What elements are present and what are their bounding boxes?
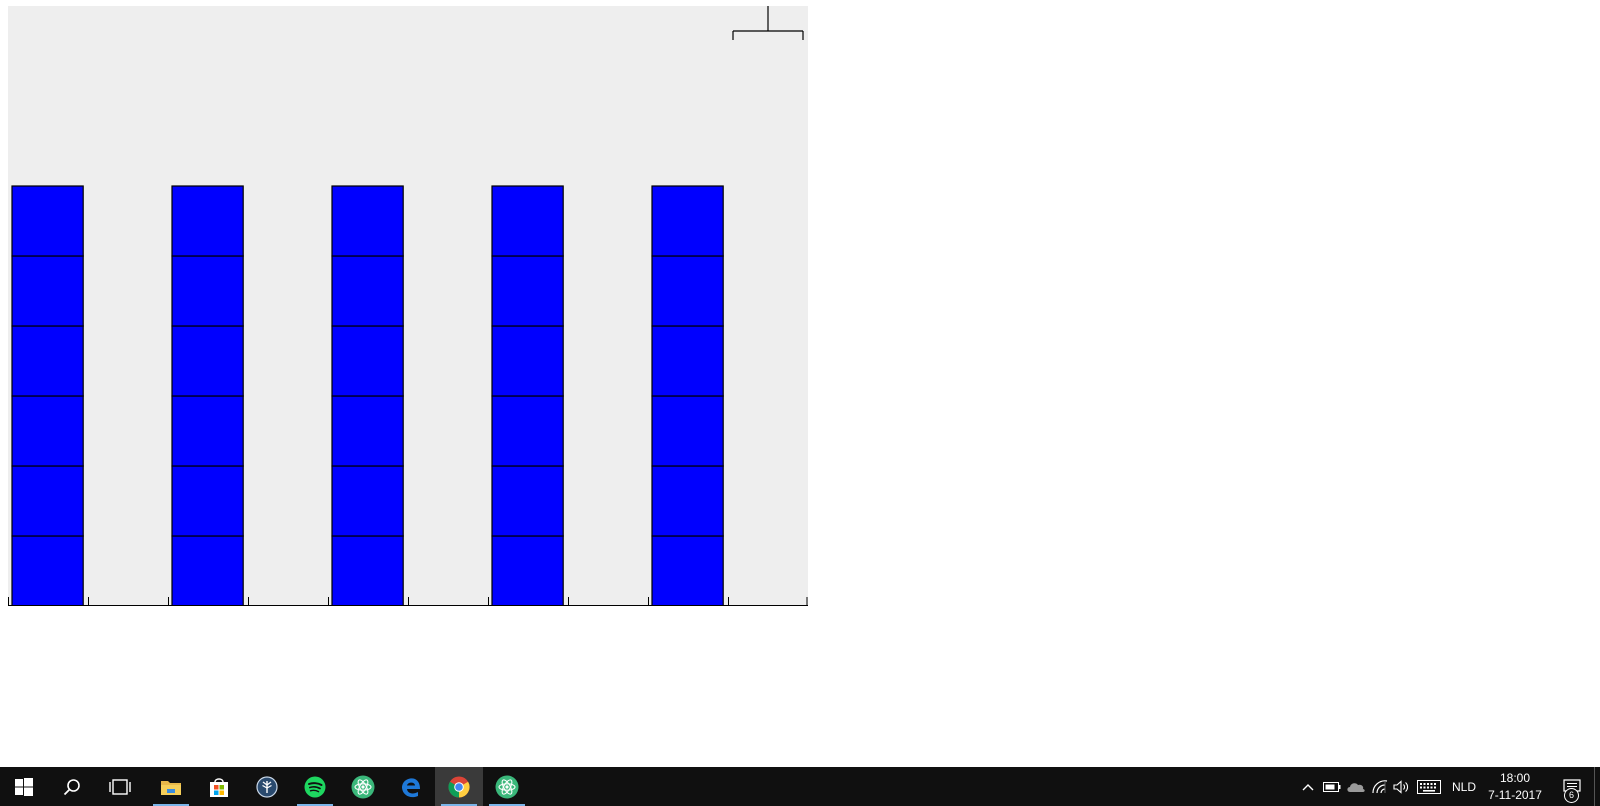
chevron-up-icon [1302, 783, 1314, 790]
block-col3-row4 [331, 325, 404, 397]
battery-icon [1323, 781, 1341, 792]
cloud-icon [1347, 782, 1365, 792]
battery-button[interactable] [1321, 767, 1343, 806]
block-col3-row5 [331, 255, 404, 327]
start-button[interactable] [0, 767, 48, 806]
store-bag-icon [210, 777, 228, 797]
block-col4-row5 [491, 255, 564, 327]
block-col2-row2 [171, 465, 244, 537]
running-indicator [297, 804, 333, 806]
block-col2-row4 [171, 325, 244, 397]
search-icon [63, 778, 80, 795]
atom-icon [351, 775, 375, 798]
windows-logo-icon [15, 777, 33, 796]
network-button[interactable] [1369, 767, 1391, 806]
chrome-button[interactable] [435, 767, 483, 806]
spotify-icon [304, 776, 326, 797]
file-explorer-button[interactable] [147, 767, 195, 806]
block-col4-row1 [491, 535, 564, 606]
block-col2-row1 [171, 535, 244, 606]
touch-keyboard-button[interactable] [1415, 767, 1443, 806]
block-col3-row6 [331, 185, 404, 257]
atom-icon [495, 775, 519, 798]
block-col5-row6 [651, 185, 724, 257]
block-col4-row6 [491, 185, 564, 257]
block-col2-row6 [171, 185, 244, 257]
input-language-button[interactable]: NLD [1447, 767, 1481, 806]
block-col3-row1 [331, 535, 404, 606]
block-col3-row2 [331, 465, 404, 537]
blocks-layer [11, 185, 724, 606]
edge-button[interactable] [387, 767, 435, 806]
show-hidden-icons-button[interactable] [1297, 767, 1319, 806]
running-indicator [489, 804, 525, 806]
spotify-button[interactable] [291, 767, 339, 806]
keyboard-icon [1417, 779, 1441, 794]
block-col1-row2 [11, 465, 84, 537]
tree-icon [256, 775, 278, 798]
atom-app-2-button[interactable] [483, 767, 531, 806]
block-col5-row4 [651, 325, 724, 397]
app-tree-button[interactable] [243, 767, 291, 806]
block-col5-row5 [651, 255, 724, 327]
block-col4-row4 [491, 325, 564, 397]
atom-app-button[interactable] [339, 767, 387, 806]
block-col1-row6 [11, 185, 84, 257]
clock-date: 7-11-2017 [1488, 788, 1542, 802]
block-stack-canvas [8, 6, 808, 606]
axis-layer [8, 597, 808, 606]
task-view-icon [109, 778, 131, 795]
block-col1-row5 [11, 255, 84, 327]
taskbar: NLD 18:00 7-11-2017 6 [0, 767, 1600, 806]
clock-time: 18:00 [1499, 771, 1531, 785]
onedrive-button[interactable] [1344, 767, 1368, 806]
folder-icon [161, 780, 181, 795]
chrome-icon [448, 776, 470, 797]
block-col2-row3 [171, 395, 244, 467]
notification-count-badge: 6 [1564, 788, 1579, 803]
task-view-button[interactable] [96, 767, 144, 806]
clock-button[interactable]: 18:00 7-11-2017 [1478, 770, 1552, 804]
show-desktop-button[interactable] [1594, 767, 1600, 806]
bracket-marker [732, 6, 804, 40]
block-col3-row3 [331, 395, 404, 467]
block-col5-row2 [651, 465, 724, 537]
block-col4-row3 [491, 395, 564, 467]
canvas-area [8, 6, 808, 606]
block-col5-row3 [651, 395, 724, 467]
block-col4-row2 [491, 465, 564, 537]
store-button[interactable] [195, 767, 243, 806]
language-label: NLD [1451, 779, 1476, 794]
block-col1-row4 [11, 325, 84, 397]
block-col2-row5 [171, 255, 244, 327]
search-button[interactable] [48, 767, 96, 806]
volume-button[interactable] [1391, 767, 1413, 806]
block-col5-row1 [651, 535, 724, 606]
block-col1-row3 [11, 395, 84, 467]
speaker-icon [1393, 779, 1408, 794]
running-indicator [441, 804, 477, 806]
block-col1-row1 [11, 535, 84, 606]
running-indicator [153, 804, 189, 806]
edge-icon [402, 777, 420, 797]
wifi-icon [1372, 779, 1388, 793]
